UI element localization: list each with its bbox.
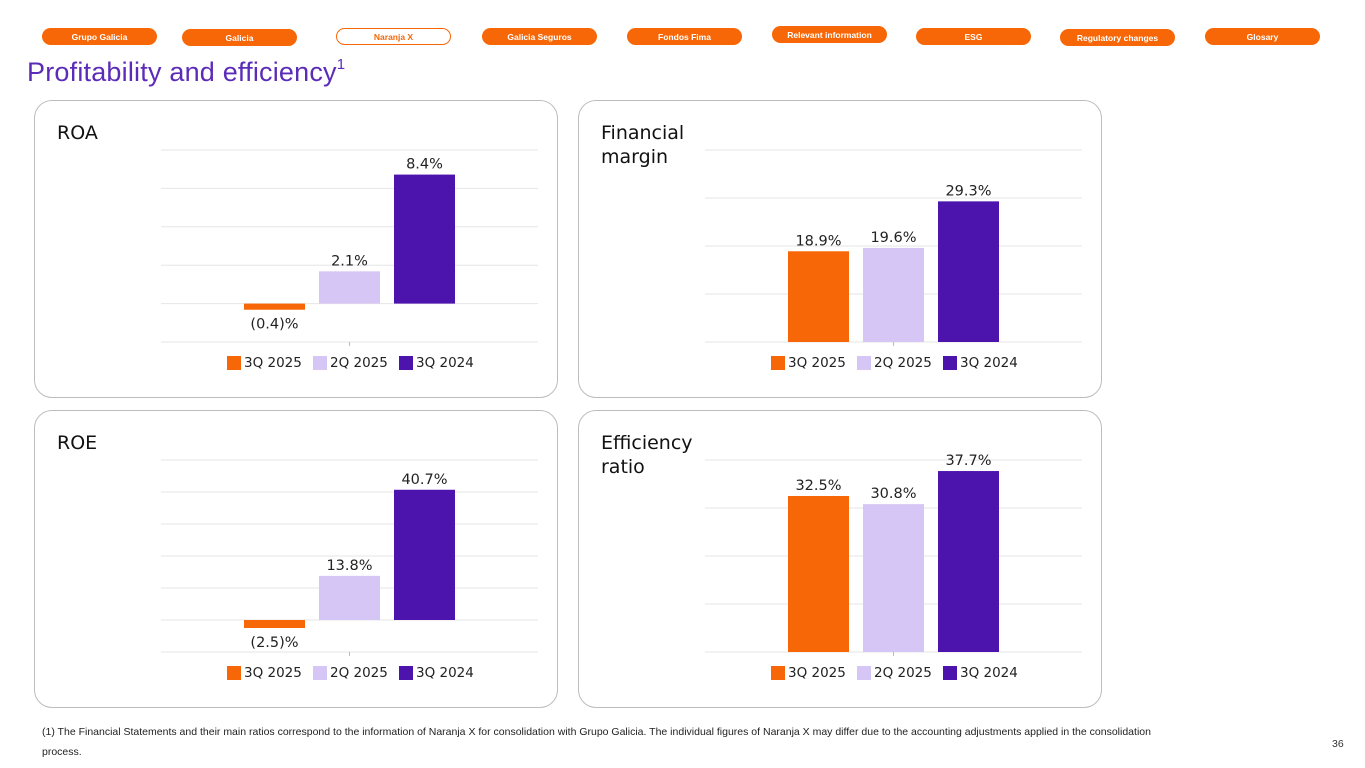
nav-grupo-galicia[interactable]: Grupo Galicia [42, 28, 157, 45]
chart-title: ROA [57, 122, 98, 144]
nav-esg[interactable]: ESG [916, 28, 1031, 45]
legend-label: 2Q 2025 [874, 355, 932, 371]
efficiency-ratio-chart-card: Efficiency ratio 32.5% 30.8% 37.7% 3Q 2025… [578, 410, 1102, 708]
roe-chart: (2.5)% 13.8% 40.7% [161, 459, 538, 656]
chart-legend: 3Q 2025 2Q 2025 3Q 2024 [579, 665, 1101, 683]
nav-regulatory-changes[interactable]: Regulatory changes [1060, 29, 1175, 46]
legend-swatch [771, 666, 785, 680]
legend-swatch [857, 356, 871, 370]
legend-item: 2Q 2025 [857, 355, 932, 371]
legend-label: 3Q 2025 [244, 665, 302, 681]
chart-legend: 3Q 2025 2Q 2025 3Q 2024 [35, 355, 557, 373]
nav-relevant-information[interactable]: Relevant information [772, 26, 887, 43]
footnote: (1) The Financial Statements and their m… [42, 726, 1151, 758]
bar-2q-2025 [319, 271, 380, 304]
roa-chart: (0.4)% 2.1% 8.4% [161, 149, 538, 346]
chart-title: Efficiency ratio [601, 432, 693, 478]
bar-3q-2025 [788, 251, 849, 342]
legend-swatch [771, 356, 785, 370]
legend-label: 2Q 2025 [330, 665, 388, 681]
bar-3q-2024 [394, 174, 455, 304]
legend-label: 3Q 2025 [788, 665, 846, 681]
chart-legend: 3Q 2025 2Q 2025 3Q 2024 [579, 355, 1101, 373]
efficiency-ratio-chart: 32.5% 30.8% 37.7% [705, 453, 1082, 656]
legend-label: 3Q 2025 [788, 355, 846, 371]
legend-item: 2Q 2025 [857, 665, 932, 681]
legend-item: 3Q 2025 [227, 355, 302, 371]
legend-swatch [227, 356, 241, 370]
nav-galicia-seguros[interactable]: Galicia Seguros [482, 28, 597, 45]
legend-swatch [227, 666, 241, 680]
bar-3q-2024 [938, 471, 999, 652]
page-number: 36 [1332, 738, 1344, 750]
page-title: Profitability and efficiency1 [27, 56, 345, 88]
legend-swatch [943, 356, 957, 370]
data-label: (0.4)% [250, 317, 298, 333]
legend-label: 3Q 2024 [416, 355, 474, 371]
legend-item: 2Q 2025 [313, 355, 388, 371]
section-nav: Grupo Galicia Galicia Naranja X Galicia … [0, 26, 1365, 48]
data-label: 29.3% [945, 183, 991, 199]
legend-item: 3Q 2025 [227, 665, 302, 681]
financial-margin-chart: 18.9% 19.6% 29.3% [705, 149, 1082, 346]
data-label: 40.7% [401, 472, 447, 488]
nav-glosary[interactable]: Glosary [1205, 28, 1320, 45]
page-title-text: Profitability and efficiency [27, 57, 337, 87]
financial-margin-chart-card: Financial margin 18.9% 19.6% 29.3% 3Q 2025… [578, 100, 1102, 398]
legend-item: 2Q 2025 [313, 665, 388, 681]
chart-legend: 3Q 2025 2Q 2025 3Q 2024 [35, 665, 557, 683]
legend-swatch [313, 666, 327, 680]
data-label: 2.1% [331, 253, 368, 269]
nav-naranja-x[interactable]: Naranja X [336, 28, 451, 45]
legend-item: 3Q 2024 [399, 665, 474, 681]
legend-swatch [399, 356, 413, 370]
legend-label: 3Q 2024 [416, 665, 474, 681]
legend-item: 3Q 2025 [771, 665, 846, 681]
data-label: 30.8% [870, 486, 916, 502]
data-label: 18.9% [795, 233, 841, 249]
bar-3q-2025 [788, 496, 849, 652]
legend-label: 2Q 2025 [874, 665, 932, 681]
footnote-marker: 1 [336, 56, 346, 73]
legend-swatch [857, 666, 871, 680]
legend-label: 3Q 2024 [960, 355, 1018, 371]
nav-galicia[interactable]: Galicia [182, 29, 297, 46]
legend-label: 3Q 2024 [960, 665, 1018, 681]
nav-fondos-fima[interactable]: Fondos Fima [627, 28, 742, 45]
bar-3q-2025 [244, 620, 305, 628]
legend-swatch [943, 666, 957, 680]
data-label: 37.7% [945, 453, 991, 469]
data-label: (2.5)% [250, 635, 298, 651]
bar-2q-2025 [863, 504, 924, 652]
roe-chart-card: ROE (2.5)% 13.8% 40.7% 3Q 2025 2Q 2025 3Q 20… [34, 410, 558, 708]
data-label: 13.8% [326, 558, 372, 574]
legend-item: 3Q 2024 [943, 355, 1018, 371]
legend-swatch [399, 666, 413, 680]
data-label: 19.6% [870, 230, 916, 246]
legend-item: 3Q 2024 [399, 355, 474, 371]
roa-chart-card: ROA (0.4)% 2.1% 8.4% 3Q 2025 2Q 2025 3Q 2024 [34, 100, 558, 398]
legend-swatch [313, 356, 327, 370]
legend-label: 2Q 2025 [330, 355, 388, 371]
data-label: 32.5% [795, 478, 841, 494]
legend-item: 3Q 2025 [771, 355, 846, 371]
bar-2q-2025 [319, 575, 380, 620]
bar-2q-2025 [863, 247, 924, 342]
bar-3q-2024 [394, 489, 455, 620]
data-label: 8.4% [406, 157, 443, 173]
chart-title: Financial margin [601, 122, 685, 168]
chart-title: ROE [57, 432, 98, 454]
legend-item: 3Q 2024 [943, 665, 1018, 681]
bar-3q-2024 [938, 201, 999, 342]
legend-label: 3Q 2025 [244, 355, 302, 371]
bar-3q-2025 [244, 303, 305, 310]
